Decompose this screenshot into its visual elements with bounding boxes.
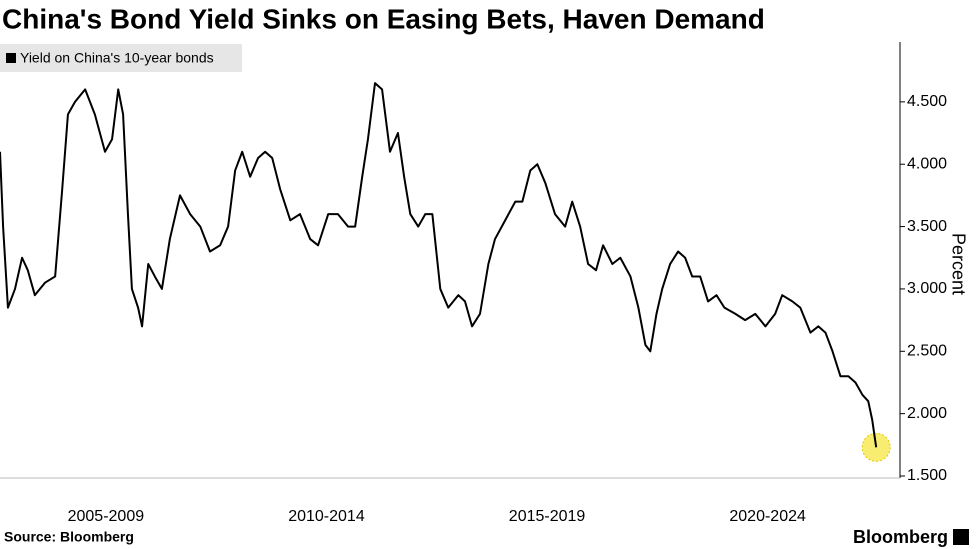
y-tick-label: 3.000: [907, 280, 947, 297]
x-tick-label: 2005-2009: [68, 508, 145, 525]
logo-icon: [953, 529, 969, 545]
x-tick-label: 2020-2024: [729, 508, 806, 525]
legend-box: [0, 44, 242, 72]
legend-swatch: [6, 53, 16, 63]
y-axis-label: Percent: [948, 233, 968, 295]
legend-label: Yield on China's 10-year bonds: [20, 50, 214, 66]
line: [0, 82, 878, 448]
y-tick-label: 2.000: [907, 405, 947, 422]
source: Source: Bloomberg: [4, 529, 134, 545]
x-tick-label: 2010-2014: [288, 508, 365, 525]
y-tick-label: 2.500: [907, 343, 947, 360]
y-tick-label: 3.500: [907, 218, 947, 235]
chart-title: China's Bond Yield Sinks on Easing Bets,…: [2, 3, 765, 34]
y-tick-label: 1.500: [907, 467, 947, 484]
x-tick-label: 2015-2019: [509, 508, 586, 525]
logo: Bloomberg: [853, 527, 948, 547]
y-tick-label: 4.000: [907, 155, 947, 172]
y-tick-label: 4.500: [907, 93, 947, 110]
